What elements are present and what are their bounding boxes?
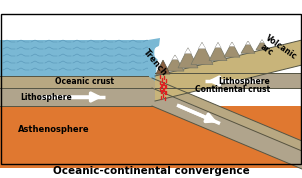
Bar (1, 14, 301, 164)
Polygon shape (152, 78, 302, 151)
Text: Oceanic crust: Oceanic crust (55, 77, 114, 87)
Polygon shape (260, 40, 264, 43)
Polygon shape (0, 106, 302, 168)
Circle shape (155, 49, 165, 59)
Polygon shape (224, 42, 240, 57)
Circle shape (160, 51, 168, 59)
Polygon shape (152, 88, 302, 169)
Polygon shape (155, 40, 302, 101)
Circle shape (155, 47, 163, 55)
Polygon shape (0, 106, 302, 168)
Text: Asthenosphere: Asthenosphere (18, 125, 90, 135)
Polygon shape (166, 55, 184, 71)
Text: Oceanic-continental convergence: Oceanic-continental convergence (53, 166, 249, 176)
Polygon shape (156, 60, 170, 74)
Polygon shape (241, 41, 255, 53)
Circle shape (165, 47, 173, 55)
Text: Volcanic
arc: Volcanic arc (258, 34, 299, 70)
Polygon shape (148, 38, 160, 81)
Polygon shape (198, 43, 206, 49)
Polygon shape (229, 42, 235, 46)
Polygon shape (172, 55, 178, 60)
Polygon shape (178, 48, 198, 68)
Polygon shape (256, 40, 268, 50)
Polygon shape (0, 88, 152, 106)
Polygon shape (209, 43, 227, 61)
Polygon shape (0, 76, 152, 88)
Text: Continental crust: Continental crust (195, 85, 270, 93)
Text: Lithosphere: Lithosphere (218, 77, 270, 85)
Polygon shape (191, 43, 213, 64)
Text: Trench: Trench (141, 48, 169, 78)
Polygon shape (155, 73, 302, 88)
Circle shape (158, 44, 170, 56)
Polygon shape (246, 41, 250, 44)
Polygon shape (0, 40, 148, 76)
Text: Lithosphere: Lithosphere (20, 93, 72, 101)
Polygon shape (185, 48, 191, 54)
Circle shape (163, 48, 173, 58)
Polygon shape (215, 43, 221, 48)
